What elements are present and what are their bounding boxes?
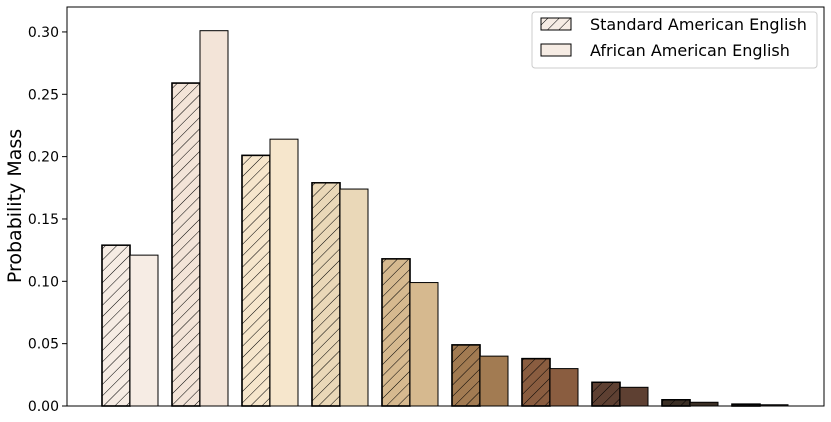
bar-aae-1	[129, 254, 159, 407]
y-tick-label: 0.10	[28, 274, 59, 290]
legend-swatch-aae	[540, 43, 572, 57]
bar-hatch-overlay	[311, 182, 341, 407]
y-tick-label: 0.15	[28, 212, 59, 228]
plot-frame	[66, 6, 825, 407]
bar-aae-6	[479, 355, 509, 407]
bar-aae-5	[409, 282, 439, 407]
y-tick-label: 0.00	[28, 399, 59, 415]
bar-hatch-overlay	[521, 357, 551, 407]
bar-aae-4	[339, 188, 369, 407]
bar-hatch-overlay	[451, 344, 481, 407]
bar-aae-2	[199, 30, 229, 407]
bars	[101, 30, 789, 407]
bar-hatch-overlay	[381, 258, 411, 407]
y-tick-label: 0.20	[28, 150, 59, 166]
bar-aae-7	[549, 368, 579, 407]
bar-hatch-overlay	[591, 381, 621, 407]
bar-aae-8	[619, 386, 649, 407]
legend-label-aae: African American English	[590, 41, 790, 60]
legend-hatch-sae	[540, 17, 572, 31]
bar-hatch-overlay	[171, 82, 201, 407]
bar-hatch-overlay	[661, 399, 691, 407]
y-tick-label: 0.25	[28, 87, 59, 103]
y-tick-label: 0.05	[28, 337, 59, 353]
legend-label-sae: Standard American English	[590, 15, 807, 34]
y-axis-title: Probability Mass	[4, 129, 26, 283]
y-axis: 0.00 0.05 0.10 0.15 0.20 0.25 0.30	[28, 25, 67, 415]
bar-aae-3	[269, 138, 299, 407]
legend: Standard American English African Americ…	[531, 11, 818, 69]
bar-hatch-overlay	[101, 244, 131, 407]
legend-box	[531, 11, 818, 69]
bar-hatch-overlay	[241, 154, 271, 407]
bar-aae-9	[689, 401, 719, 407]
y-tick-label: 0.30	[28, 25, 59, 41]
